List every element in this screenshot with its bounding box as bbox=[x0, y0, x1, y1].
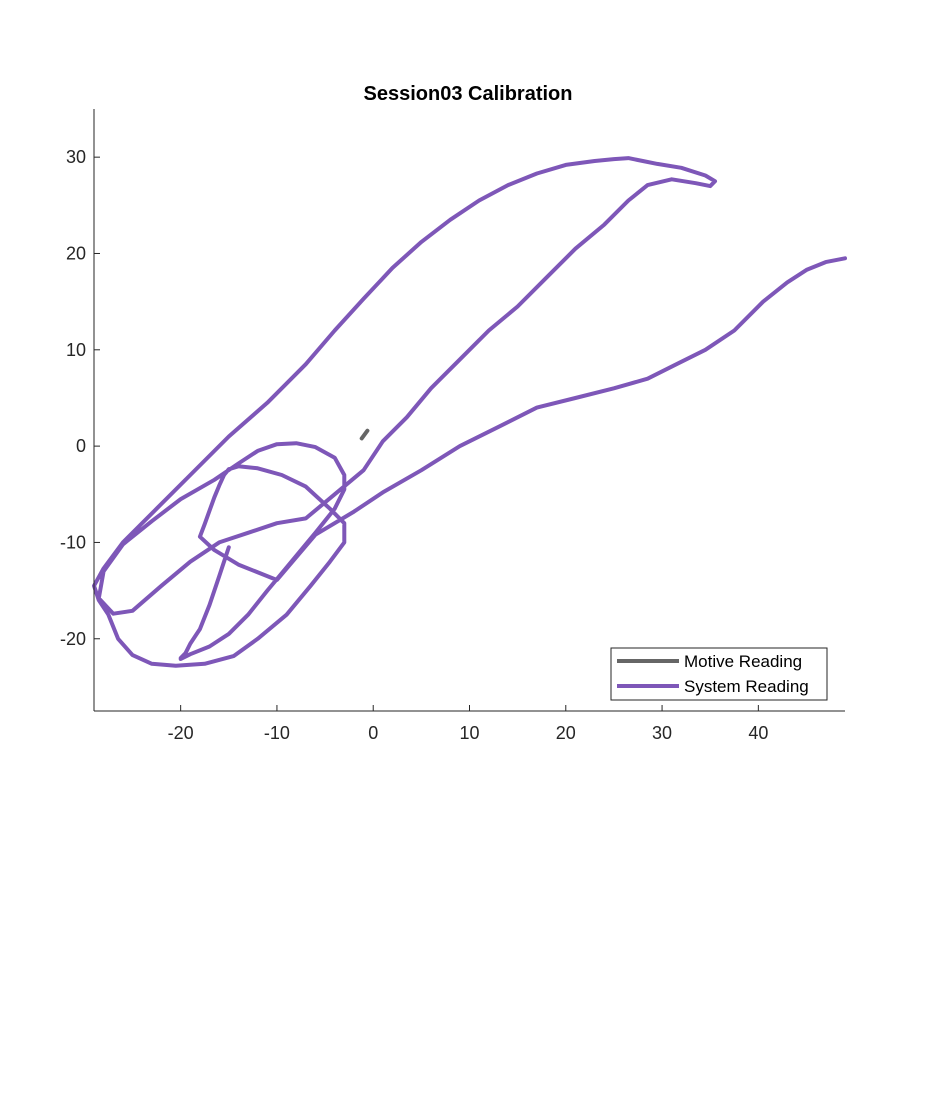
legend-box bbox=[610, 647, 828, 701]
x-tick-label: 0 bbox=[368, 723, 378, 743]
y-tick-label: -10 bbox=[60, 532, 86, 552]
x-axis-ticks: -20 -10 0 10 20 30 40 bbox=[168, 705, 768, 743]
legend-label-system: System Reading bbox=[684, 677, 809, 696]
x-tick-label: 40 bbox=[748, 723, 768, 743]
y-tick-label: 20 bbox=[66, 243, 86, 263]
legend: Motive Reading System Reading bbox=[610, 647, 828, 701]
y-tick-label: 0 bbox=[76, 436, 86, 456]
series-layer bbox=[92, 156, 847, 668]
x-tick-label: 20 bbox=[556, 723, 576, 743]
series-line-motive-reading bbox=[359, 428, 370, 441]
plot-area: -20 -10 0 10 20 30 40 -20 -10 0 10 20 30 bbox=[60, 109, 847, 743]
legend-label-motive: Motive Reading bbox=[684, 652, 802, 671]
y-tick-label: 30 bbox=[66, 147, 86, 167]
x-tick-label: 30 bbox=[652, 723, 672, 743]
x-tick-label: 10 bbox=[459, 723, 479, 743]
chart-title: Session03 Calibration bbox=[364, 83, 573, 105]
y-tick-label: -20 bbox=[60, 629, 86, 649]
series-line-system-reading bbox=[92, 156, 847, 668]
y-axis-ticks: -20 -10 0 10 20 30 bbox=[60, 147, 100, 649]
x-tick-label: -10 bbox=[264, 723, 290, 743]
x-tick-label: -20 bbox=[168, 723, 194, 743]
y-tick-label: 10 bbox=[66, 340, 86, 360]
